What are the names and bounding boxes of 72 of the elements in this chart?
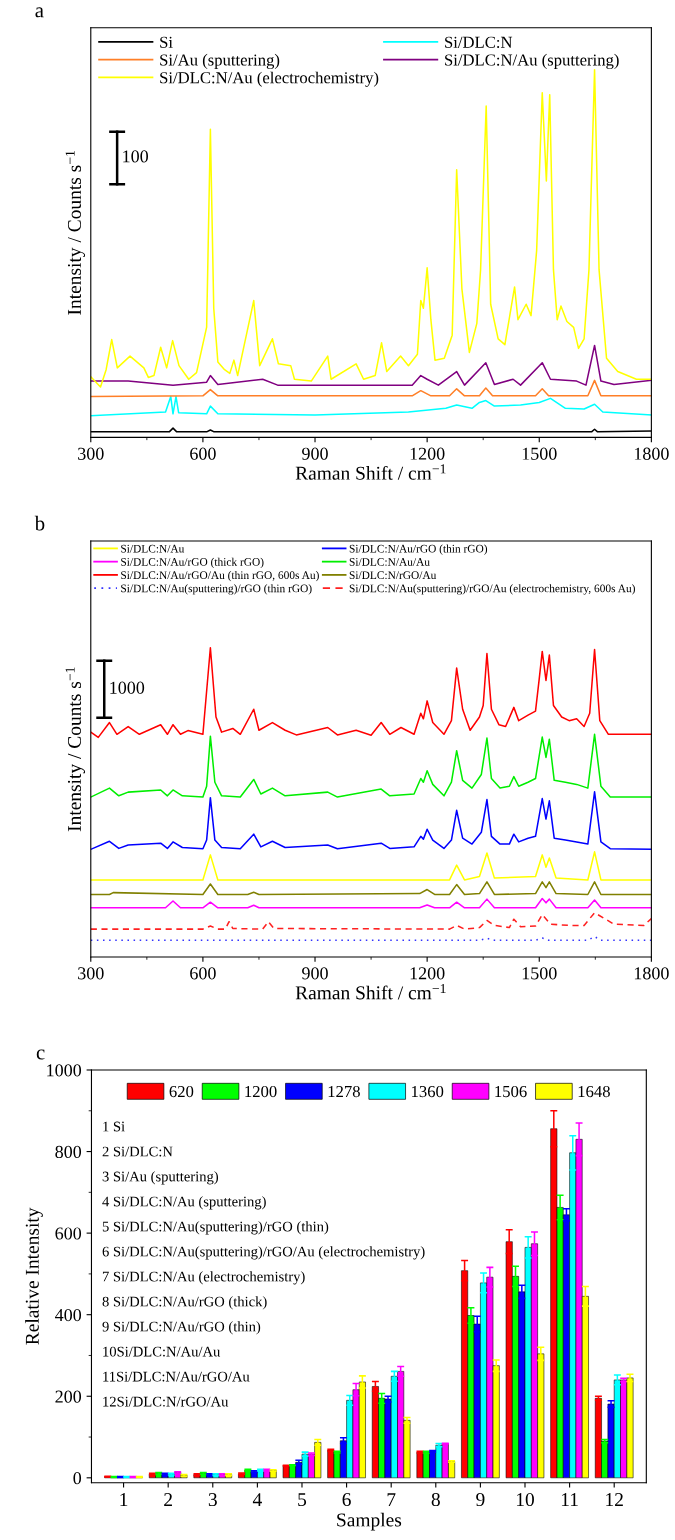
x-tick-label: 5 (298, 1493, 307, 1507)
annotation: 2 Si/DLC:N (102, 1146, 173, 1157)
annotation: 11Si/DLC:N/Au/rGO/Au (103, 1371, 250, 1382)
legend-label: Si/Au (sputtering) (160, 53, 280, 70)
x-axis-title: Raman Shift / cm$^{−1}$ (295, 464, 446, 480)
annotation: 6 Si/DLC:N/Au(sputtering)/rGO/Au (electrochemistry) (102, 1246, 425, 1260)
annotation: 7 Si/DLC:N/Au (electrochemistry) (102, 1271, 305, 1285)
x-axis-title: Raman Shift / cm$^{−1}$ (295, 983, 446, 1000)
x-tick-label: 11 (561, 1493, 578, 1506)
legend-label: 1648 (578, 1085, 610, 1098)
x-tick-label: 7 (387, 1493, 396, 1506)
x-tick-label: 12 (606, 1493, 623, 1506)
chart-title: b (34, 515, 45, 531)
x-axis-title: Samples (337, 1512, 402, 1531)
legend-label: 1278 (328, 1085, 360, 1098)
x-tick-label: 1800 (634, 447, 669, 460)
chart-title: c (36, 1049, 45, 1060)
y-tick-label: 200 (55, 1390, 82, 1403)
legend-label: Si/DLC:N/Au/rGO/Au (thin rGO, 600s Au) (121, 570, 319, 582)
legend-label: 1360 (412, 1085, 444, 1098)
annotation: 4 Si/DLC:N/Au (sputtering) (102, 1196, 266, 1210)
x-tick-label: 600 (190, 447, 216, 460)
y-axis-title: Intensity / Counts s$^{−1}$ (65, 667, 86, 832)
x-tick-label: 9 (476, 1493, 485, 1507)
x-tick-label: 1500 (522, 447, 557, 460)
x-tick-label: 300 (78, 967, 104, 980)
legend-label: Si/DLC:N/Au/rGO (thin rGO) (349, 544, 488, 555)
x-tick-label: 300 (78, 447, 104, 460)
y-tick-label: 0 (73, 1472, 82, 1485)
legend-label: 1200 (245, 1085, 277, 1098)
annotation: 5 Si/DLC:N/Au(sputtering)/rGO (thin) (102, 1221, 329, 1235)
y-tick-label: 800 (55, 1145, 82, 1158)
legend-label: Si/DLC:N/Au (121, 544, 185, 553)
x-tick-label: 3 (208, 1493, 217, 1507)
x-tick-label: 900 (302, 967, 328, 980)
x-tick-label: 10 (516, 1493, 534, 1507)
y-axis-title: Relative Intensity (25, 1207, 43, 1345)
annotation: 1000 (110, 681, 145, 694)
legend-label: Si/DLC:N/Au(sputtering)/rGO/Au (electrochemistry, 600s Au) (349, 584, 635, 595)
y-axis-title: Intensity / Counts s$^{−1}$ (65, 150, 86, 315)
x-tick-label: 600 (190, 967, 216, 980)
annotation: 9 Si/DLC:N/Au/rGO (thin) (102, 1321, 261, 1335)
x-tick-label: 1500 (522, 967, 557, 980)
x-tick-label: 8 (431, 1493, 440, 1507)
x-tick-label: 2 (164, 1493, 172, 1506)
annotation: 10Si/DLC:N/Au/Au (103, 1346, 221, 1357)
legend-label: 620 (169, 1085, 194, 1098)
legend-label: Si/DLC:N/Au/Au (349, 558, 430, 566)
legend-label: Si/DLC:N/rGO/Au (349, 571, 437, 580)
x-tick-label: 900 (302, 447, 328, 460)
annotation: 1 Si (103, 1121, 125, 1132)
chart-title: a (35, 7, 44, 18)
legend-label: Si/DLC:N (445, 36, 513, 48)
y-tick-label: 400 (55, 1308, 82, 1322)
legend-label: Si/DLC:N/Au/rGO (thick rGO) (121, 557, 264, 569)
legend-label: Si (160, 36, 173, 48)
annotation: 3 Si/Au (sputtering) (102, 1171, 219, 1185)
x-tick-label: 1200 (410, 967, 445, 980)
annotation: 8 Si/DLC:N/Au/rGO (thick) (102, 1296, 267, 1310)
x-tick-label: 4 (252, 1493, 262, 1506)
legend-label: Si/DLC:N/Au (electrochemistry) (160, 71, 379, 87)
legend-label: 1506 (495, 1085, 527, 1098)
y-tick-label: 600 (55, 1227, 82, 1240)
legend-label: Si/DLC:N/Au (sputtering) (445, 53, 619, 70)
x-tick-label: 1 (120, 1493, 128, 1506)
annotation: 12Si/DLC:N/rGO/Au (103, 1396, 229, 1407)
x-tick-label: 1200 (410, 447, 445, 460)
x-tick-label: 6 (342, 1493, 351, 1507)
y-tick-label: 1000 (47, 1064, 82, 1077)
x-tick-label: 1800 (634, 967, 669, 980)
legend-label: Si/DLC:N/Au(sputtering)/rGO (thin rGO) (121, 584, 312, 595)
annotation: 100 (123, 150, 149, 163)
